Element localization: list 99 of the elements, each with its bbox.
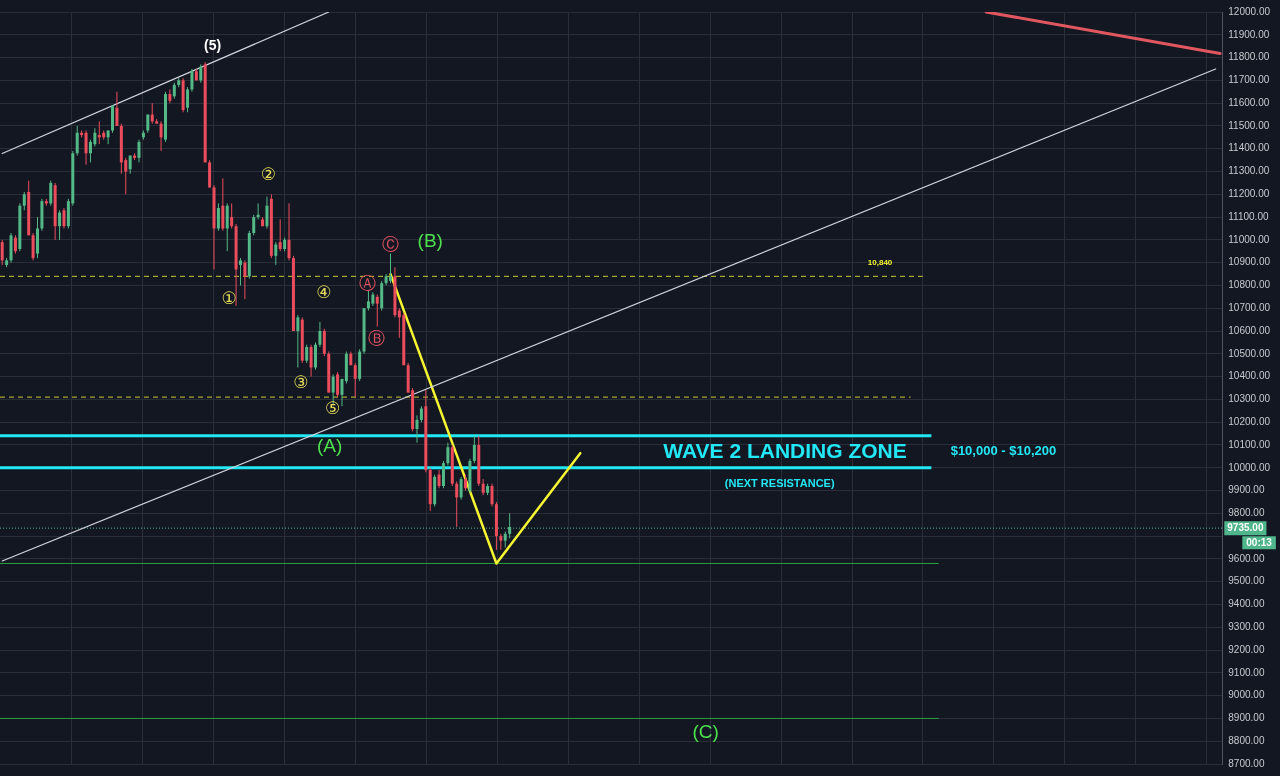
y-tick-label: 10300.00: [1228, 393, 1271, 405]
annotation: ①: [221, 287, 237, 308]
candlestick: [49, 180, 53, 207]
candlestick: [13, 234, 17, 255]
annotation: ③: [293, 371, 309, 392]
candlestick: [31, 232, 35, 261]
ref-line-label: 10,840: [867, 257, 893, 267]
candlestick: [375, 294, 379, 327]
candlestick: [322, 328, 326, 357]
annotation: WAVE 2 LANDING ZONE: [663, 438, 907, 462]
candlestick: [340, 378, 344, 407]
y-tick-label: 11600.00: [1228, 96, 1270, 108]
y-tick-label: 11900.00: [1228, 28, 1270, 40]
candlestick: [265, 196, 269, 229]
candlestick: [0, 239, 4, 266]
y-tick-label: 9300.00: [1228, 621, 1265, 633]
candlestick: [274, 241, 278, 266]
candlestick: [472, 435, 476, 464]
annotation: (NEXT RESISTANCE): [724, 476, 835, 489]
y-tick-label: 10100.00: [1228, 438, 1271, 450]
annotation: Ⓒ: [382, 234, 400, 255]
y-tick-label: 11200.00: [1228, 188, 1270, 200]
candlestick: [230, 202, 234, 229]
candlestick: [186, 86, 190, 113]
candlestick: [318, 321, 322, 348]
annotation: (B): [417, 229, 443, 251]
candlestick: [336, 371, 340, 398]
y-tick-label: 11300.00: [1228, 165, 1270, 177]
candlestick: [159, 120, 163, 152]
candlestick: [441, 460, 445, 489]
candlestick: [22, 191, 26, 211]
candlestick: [58, 209, 62, 241]
annotation: $10,000 - $10,200: [950, 443, 1057, 459]
candlestick: [243, 259, 247, 300]
annotation: ②: [260, 163, 276, 184]
candlestick: [296, 314, 300, 368]
candlestick: [437, 469, 441, 489]
y-tick-label: 10000.00: [1228, 461, 1271, 473]
y-tick-label: 8700.00: [1228, 757, 1265, 769]
y-tick-label: 10700.00: [1228, 301, 1271, 313]
candlestick: [490, 483, 494, 507]
candlestick: [115, 91, 119, 127]
y-tick-label: 9800.00: [1228, 507, 1265, 519]
y-tick-label: 10600.00: [1228, 324, 1271, 336]
candlestick: [353, 362, 357, 398]
candlestick: [366, 289, 370, 312]
y-tick-label: 10400.00: [1228, 370, 1271, 382]
y-tick-label: 8800.00: [1228, 734, 1265, 746]
y-tick-label: 11000.00: [1228, 233, 1270, 245]
annotation: Ⓑ: [368, 328, 386, 349]
y-tick-label: 12000.00: [1228, 5, 1271, 17]
candlestick: [168, 88, 172, 104]
candlestick: [199, 63, 203, 84]
y-tick-label: 11100.00: [1228, 210, 1269, 222]
candlestick: [190, 68, 194, 93]
annotation: ⑤: [325, 398, 341, 419]
y-tick-label: 10500.00: [1228, 347, 1271, 359]
candlestick: [238, 257, 242, 286]
candlestick: [106, 130, 110, 145]
annotation: Ⓐ: [359, 272, 377, 293]
annotation: ④: [316, 282, 332, 303]
candlestick: [287, 202, 291, 261]
y-tick-label: 9200.00: [1228, 643, 1265, 655]
candlestick: [389, 253, 393, 284]
text: 00:13: [1246, 536, 1273, 548]
y-tick-label: 11400.00: [1228, 142, 1270, 154]
candlestick: [314, 341, 317, 371]
y-tick-label: 9400.00: [1228, 598, 1265, 610]
y-tick-label: 9500.00: [1228, 575, 1265, 587]
y-tick-label: 9900.00: [1228, 484, 1265, 496]
candlestick: [309, 344, 313, 378]
candlestick: [459, 476, 463, 501]
candlestick: [216, 202, 220, 232]
candlestick: [84, 130, 88, 166]
candlestick: [221, 177, 225, 232]
y-tick-label: 8900.00: [1228, 712, 1265, 724]
candlestick: [62, 207, 66, 229]
y-tick-label: 9000.00: [1228, 689, 1265, 701]
y-tick-label: 11700.00: [1228, 74, 1270, 86]
candlestick: [252, 214, 256, 236]
ref-line-label: 9735.00: [1227, 521, 1264, 533]
candlestick: [305, 344, 309, 364]
candlestick: [137, 139, 141, 163]
candlestick: [446, 442, 450, 466]
candlestick: [415, 414, 419, 444]
y-tick-label: 10800.00: [1228, 279, 1271, 291]
y-tick-label: 9100.00: [1228, 666, 1265, 678]
annotation: (C): [692, 720, 719, 742]
y-tick-label: 10200.00: [1228, 415, 1271, 427]
candlestick: [455, 480, 459, 528]
y-tick-label: 11800.00: [1228, 51, 1270, 63]
candlestick: [278, 218, 282, 252]
y-tick-label: 9600.00: [1228, 552, 1265, 564]
candlestick: [225, 202, 229, 252]
candlestick: [75, 125, 79, 157]
y-tick-label: 11500.00: [1228, 119, 1270, 131]
y-tick-label: 10900.00: [1228, 256, 1271, 268]
annotation: (5): [204, 36, 222, 53]
annotation: (A): [316, 434, 343, 456]
